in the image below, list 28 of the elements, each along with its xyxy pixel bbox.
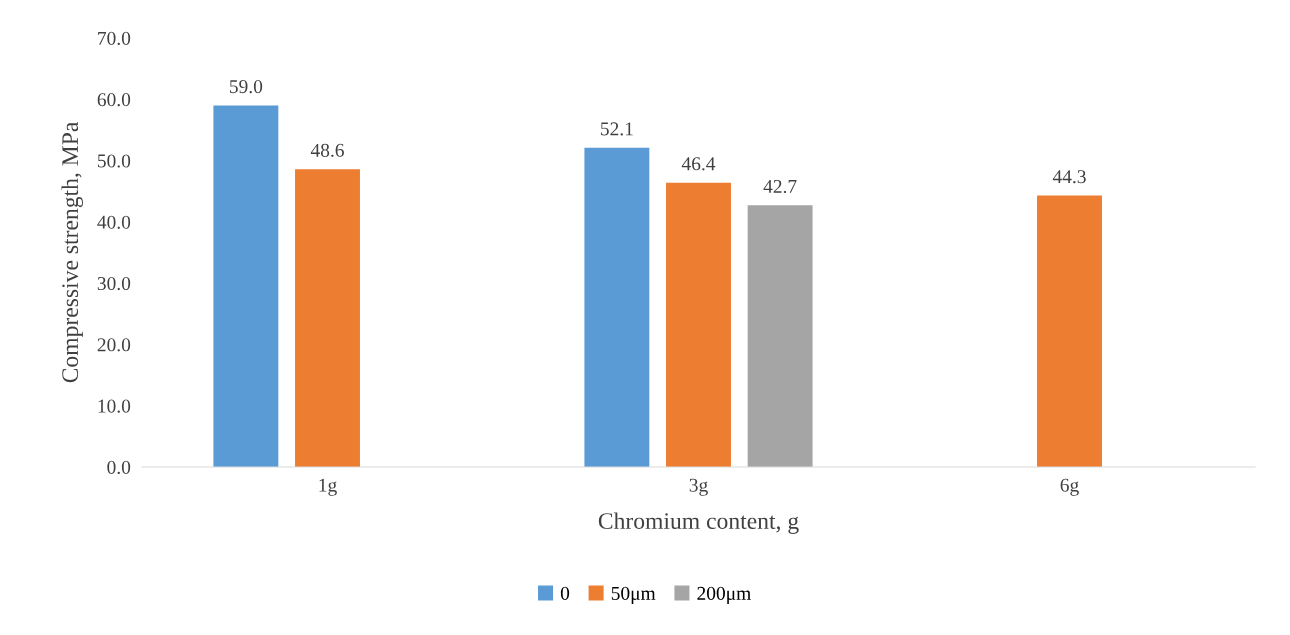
- data-label: 44.3: [1052, 170, 1086, 184]
- x-tick-label: 3g: [689, 478, 708, 496]
- bar: [1037, 195, 1102, 467]
- bar: [747, 205, 813, 467]
- data-label: 48.6: [310, 143, 344, 157]
- y-tick-label: 70.0: [98, 31, 131, 46]
- x-axis-title: Chromium content, g: [598, 512, 799, 534]
- data-label: 52.1: [601, 122, 633, 136]
- data-label: 46.4: [681, 157, 716, 171]
- y-tick-label: 0.0: [107, 460, 131, 475]
- data-label: 42.7: [763, 179, 797, 194]
- y-tick-label: 60.0: [97, 93, 131, 107]
- legend-label: 0: [560, 586, 570, 600]
- y-tick-label: 10.0: [98, 399, 131, 413]
- y-axis-title: Compressive strength, MPa: [61, 121, 83, 383]
- y-tick-label: 20.0: [97, 338, 131, 352]
- x-tick-label: 1g: [319, 478, 337, 496]
- bar: [213, 105, 279, 467]
- bar: [295, 169, 360, 467]
- legend-label: 200μm: [697, 586, 751, 604]
- y-tick-label: 50.0: [97, 154, 131, 168]
- x-tick-label: 6g: [1060, 478, 1079, 496]
- y-tick-label: 40.0: [97, 215, 131, 229]
- data-label: 59.0: [230, 80, 263, 94]
- y-tick-label: 30.0: [97, 276, 131, 291]
- bar: [666, 182, 731, 467]
- bar: [584, 147, 650, 467]
- legend-label: 50μm: [611, 586, 656, 604]
